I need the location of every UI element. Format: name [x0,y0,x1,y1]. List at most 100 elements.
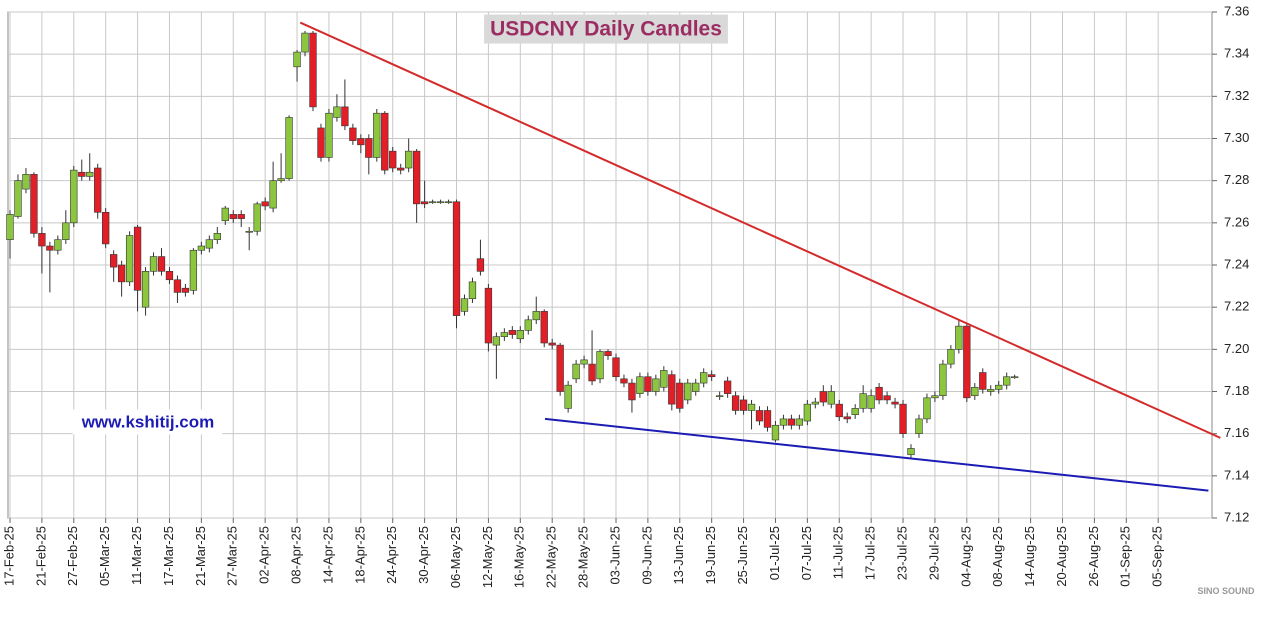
x-tick-label: 09-Jun-25 [639,526,654,585]
candle-body [524,319,532,331]
x-tick-label: 05-Mar-25 [97,526,112,586]
x-tick-label: 27-Feb-25 [65,526,80,586]
watermark: www.kshitij.com [81,412,215,431]
x-tick-label: 26-Aug-25 [1086,526,1101,587]
candle-body [500,332,509,337]
x-tick-label: 21-Mar-25 [193,526,208,586]
candle-body [692,382,700,392]
candle-body [285,117,293,179]
candle-body [6,214,14,240]
candle-body [213,233,221,240]
candle-body [397,167,405,171]
candle-body [181,287,190,293]
candle-body [660,370,668,388]
candle-body [277,178,285,181]
x-tick-label: 24-Apr-25 [384,526,399,584]
y-tick-label: 7.16 [1224,425,1249,440]
candle-body [420,201,429,205]
candle-body [476,258,485,272]
trend-line [299,21,1221,439]
y-tick-label: 7.26 [1224,214,1249,229]
y-tick-label: 7.24 [1224,256,1249,271]
candle-body [923,397,931,420]
x-tick-label: 19-Jun-25 [703,526,718,585]
y-tick-label: 7.32 [1224,88,1249,103]
candle-body [14,180,22,217]
candle-body [189,249,198,291]
x-tick-label: 14-Aug-25 [1022,526,1037,587]
candle-body [484,287,493,344]
candle-body [779,418,788,426]
candle-body [819,391,827,403]
candle-body [261,201,269,207]
candle-body [237,214,245,219]
candle-body [165,271,174,281]
x-tick-label: 08-Apr-25 [288,526,303,584]
candle-body [971,386,979,397]
candle-body [867,395,875,409]
candle-body [157,256,166,272]
candle-body [684,382,692,401]
candle-body [133,226,142,291]
candle-body [899,403,907,434]
candle-body [452,201,461,316]
x-tick-label: 04-Aug-25 [958,526,973,587]
candle-body [715,395,724,398]
candle-body [468,281,477,300]
candle-body [739,399,748,411]
candle-body [955,325,963,350]
candle-body [357,138,365,146]
candle-body [620,378,628,384]
candle-body [460,298,469,312]
candle-body [428,201,437,204]
candle-body [851,408,859,415]
y-tick-label: 7.28 [1224,172,1249,187]
candle-body [843,416,851,420]
x-tick-label: 06-May-25 [448,526,463,588]
x-tick-label: 12-May-25 [480,526,495,588]
x-tick-label: 05-Sep-25 [1150,526,1165,587]
candle-body [891,401,899,405]
candle-body [596,351,604,380]
candle-body [78,171,86,177]
candle-body [117,264,126,283]
candle-body [349,127,357,141]
candle-body [317,127,325,158]
x-tick-label: 02-Apr-25 [257,526,272,584]
candle-body [102,211,110,245]
candle-body [644,376,652,392]
candle-body [723,380,732,394]
candle-body [995,384,1003,390]
candle-body [38,233,46,247]
y-tick-label: 7.12 [1224,509,1249,524]
candle-body [253,203,261,232]
candle-body [771,424,780,441]
candle-body [907,448,915,456]
candle-body [612,357,620,378]
candle-body [333,106,341,118]
candle-body [580,359,588,365]
candle-body [987,389,995,392]
y-tick-label: 7.18 [1224,383,1249,398]
x-tick-label: 01-Sep-25 [1118,526,1133,587]
candle-body [668,374,676,405]
x-tick-label: 21-Feb-25 [33,526,48,586]
candle-body [763,410,772,428]
candle-body [381,112,389,171]
x-tick-label: 08-Aug-25 [990,526,1005,587]
candle-body [54,239,62,251]
candle-body [628,382,636,401]
candle-body [301,32,309,53]
candle-body [915,418,923,434]
candle-body [859,393,867,409]
candle-body [548,342,556,346]
x-tick-label: 23-Jul-25 [894,526,909,580]
x-tick-label: 17-Feb-25 [1,526,16,586]
y-tick-label: 7.22 [1224,299,1249,314]
candle-body [604,351,612,356]
candle-body [269,180,277,209]
x-tick-label: 11-Jul-25 [831,526,846,579]
x-tick-label: 13-Jun-25 [671,526,686,585]
candle-body [173,279,182,293]
